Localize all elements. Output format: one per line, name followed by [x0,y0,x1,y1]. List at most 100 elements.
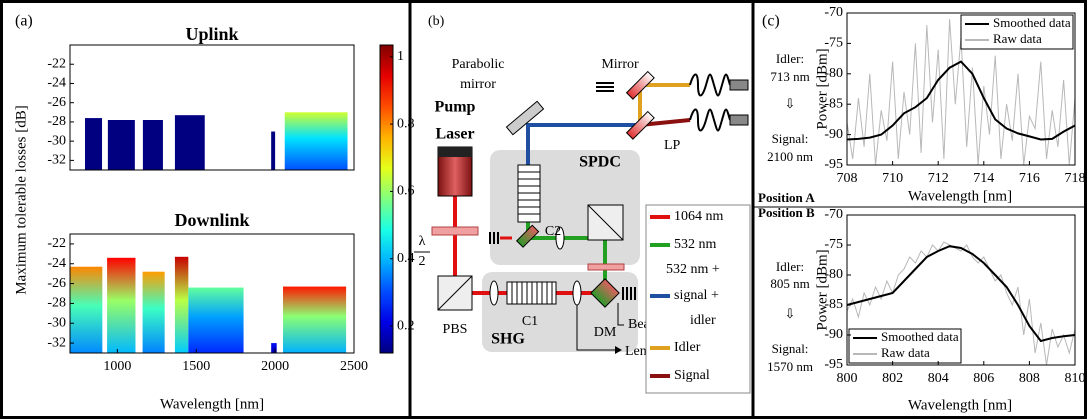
y-tick-label: -28 [47,296,66,311]
position-label: Position A [758,190,815,205]
label: Pump [435,99,476,116]
y-tick-label: -85 [824,297,843,312]
x-axis-label: Wavelength [nm] [160,396,264,412]
band [107,120,135,170]
x-tick-label: 2000 [261,359,289,374]
label: Laser [435,126,474,143]
y-tick-label: -22 [47,56,66,71]
diagram-rect [587,263,625,271]
y-axis-label: Power [dBm] [814,249,830,330]
diagram-path [689,73,731,132]
x-tick-label: 710 [882,171,903,186]
diagram-path [518,171,540,215]
y-tick-label: -30 [47,133,66,148]
colorbar [379,44,394,354]
band [271,131,276,170]
x-tick-label: 716 [1019,171,1040,186]
diagram-rect [515,224,540,248]
x-axis-label: Wavelength [nm] [908,397,1012,413]
x-tick-label: 806 [973,371,994,386]
y-tick-label: -30 [47,315,66,330]
band [271,343,277,353]
diagram-ellipse [489,280,499,306]
annotation: Signal: [772,341,809,356]
y-tick-label: -70 [824,5,843,20]
legend-label: 532 nm [674,237,717,252]
y-tick-label: -28 [47,114,66,129]
legend-label: signal + [674,288,719,303]
label: Lens [625,344,652,359]
band [174,115,205,170]
diagram-ellipse [555,226,565,250]
diagram-polyline [526,123,640,165]
label: C1 [522,314,538,329]
label: Mirror [601,57,639,72]
diagram-rect [438,147,472,157]
x-tick-label: 800 [837,371,858,386]
series-line [846,241,1076,366]
y-tick-label: -70 [824,207,843,222]
diagram-path [489,232,499,244]
diagram-path [511,282,553,304]
label: λ [419,234,426,249]
legend-box [848,328,962,364]
colorbar-tick-label: 0.4 [397,251,415,266]
diagram-rect [729,114,749,126]
x-axis-label: Wavelength [nm] [908,188,1012,204]
annotation: 713 nm [770,69,809,84]
series-line [846,245,1076,343]
x-tick-label: 1500 [182,359,210,374]
label: C2 [545,224,561,239]
panel-label: (a) [15,13,33,30]
y-tick-label: -85 [824,96,843,111]
diagram-polyline [617,303,624,326]
annotation: 805 nm [770,276,809,291]
label: SPDC [579,154,621,171]
diagram-path [622,287,636,300]
band [107,257,136,353]
diagram-polyline [576,305,615,351]
y-tick-label: -90 [824,327,843,342]
colorbar-tick-label: 1 [397,49,404,64]
y-axis-label: Power [dBm] [814,48,830,129]
y-tick-label: -26 [47,95,66,110]
x-tick-label: 802 [882,371,903,386]
x-tick-label: 712 [928,171,949,186]
band [142,271,165,353]
x-tick-label: 808 [1019,371,1040,386]
band [188,287,244,353]
chart-title: Downlink [174,210,249,230]
legend-label: Smoothed data [881,329,959,344]
label: LP [664,138,681,153]
legend-label: Smoothed data [993,15,1071,30]
y-tick-label: -95 [824,357,843,372]
y-tick-label: -75 [824,237,843,252]
y-tick-label: -75 [824,36,843,51]
position-label: Position B [758,205,815,220]
y-tick-label: -80 [824,267,843,282]
y-tick-label: -32 [47,335,66,350]
diagram-rect [505,100,545,136]
annotation: ⇩ [785,306,796,321]
y-axis-label: Maximum tolerable losses [dB] [13,105,29,295]
band [284,112,348,170]
panel-label: (c) [762,13,780,30]
label: DM [594,325,617,340]
y-tick-label: -26 [47,276,66,291]
band [84,118,103,170]
band [70,266,103,353]
annotation: Signal: [772,131,809,146]
label: PBS [443,322,468,337]
diagram-rect [431,226,479,236]
label: SHG [491,331,525,348]
y-tick-label: -22 [47,236,66,251]
diagram-rect [590,278,620,308]
band [283,286,347,353]
x-tick-label: 810 [1065,371,1086,386]
setup-diagram: (b) Pump Laser λ 2 PBS C1 SHG DM Beam du… [414,14,751,394]
axes-frame [846,12,1076,166]
x-tick-label: 708 [837,171,858,186]
annotation: 1570 nm [767,359,813,374]
y-tick-label: -24 [47,76,66,91]
